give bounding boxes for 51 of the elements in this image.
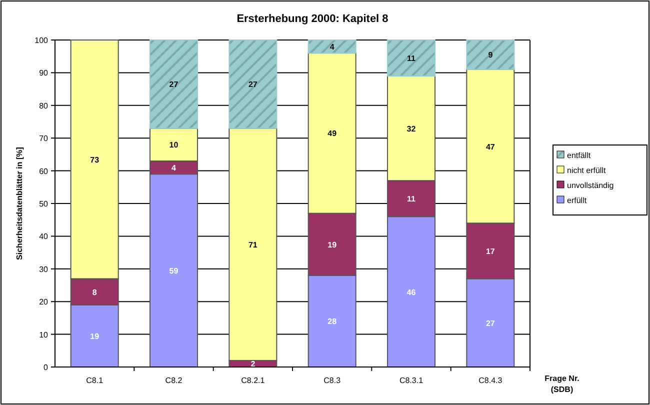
- x-tick-label: C8.4.3: [478, 376, 503, 385]
- data-label: 46: [406, 288, 416, 297]
- y-tick-label: 0: [44, 363, 49, 372]
- y-tick-label: 80: [39, 101, 49, 110]
- y-tick-label: 30: [39, 264, 49, 274]
- data-label: 11: [407, 54, 416, 63]
- y-tick-label: 70: [39, 134, 49, 144]
- bar: [308, 40, 356, 54]
- data-label: 27: [248, 80, 258, 90]
- y-tick-label: 60: [39, 166, 49, 176]
- legend-label: entfällt: [567, 151, 592, 160]
- data-label: 8: [92, 288, 98, 297]
- data-label: 19: [90, 332, 100, 341]
- x-axis-title: Frage Nr. (SDB): [544, 374, 580, 394]
- y-tick-label: 40: [39, 232, 49, 242]
- data-label: 49: [328, 129, 338, 138]
- data-label: 11: [407, 194, 416, 204]
- data-label: 28: [328, 317, 338, 326]
- chart-title: Ersterhebung 2000: Kapitel 8: [236, 13, 388, 25]
- data-label: 71: [248, 240, 258, 250]
- data-label: 10: [169, 140, 179, 150]
- bar: [387, 40, 436, 76]
- data-label: 32: [406, 124, 416, 134]
- data-label: 19: [328, 240, 338, 250]
- y-tick-label: 50: [39, 200, 49, 208]
- data-label: 17: [486, 246, 496, 256]
- legend-label: unvollständig: [567, 181, 614, 190]
- x-tick-label: C8.2.1: [241, 376, 266, 385]
- legend-label: nicht erfüllt: [567, 166, 606, 175]
- bar: [150, 40, 198, 129]
- data-label: 4: [330, 42, 335, 52]
- x-tick-label: C8.2: [165, 376, 183, 385]
- x-tick-label: C8.3.1: [399, 376, 424, 385]
- legend-label: erfüllt: [567, 196, 588, 205]
- y-axis-title: Sicherheitsdatenblätter in [%]: [15, 146, 24, 260]
- data-label: 47: [486, 142, 496, 152]
- y-tick-label: 100: [34, 36, 49, 45]
- y-tick-label: 90: [39, 68, 49, 78]
- x-tick-label: C8.1: [86, 376, 104, 385]
- bar: [466, 40, 515, 70]
- data-label: 73: [90, 155, 100, 164]
- data-label: 27: [486, 318, 496, 328]
- data-label: 27: [169, 80, 179, 90]
- data-label: 9: [488, 50, 494, 60]
- y-tick-label: 20: [39, 298, 49, 307]
- data-label: 4: [172, 164, 177, 173]
- data-label: 2: [250, 360, 256, 369]
- y-tick-label: 10: [39, 330, 49, 340]
- x-tick-label: C8.3: [324, 376, 342, 385]
- data-label: 59: [169, 266, 179, 276]
- bar: [228, 40, 278, 129]
